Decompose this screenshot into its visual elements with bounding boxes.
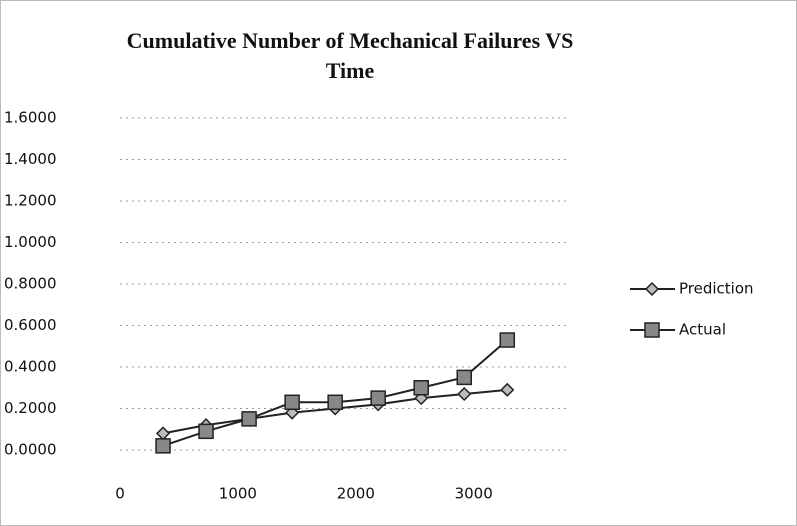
marker [499,332,516,348]
y-tick-label: 0.2000 [4,399,57,417]
y-tick-label: 1.2000 [4,192,57,210]
marker [500,382,515,397]
marker [284,394,300,411]
y-tick-label: 0.6000 [4,316,57,334]
marker [370,390,386,406]
y-tick-label: 0.8000 [4,275,57,293]
x-tick-label: 1000 [219,485,257,503]
legend-marker [644,322,660,338]
legend-label: Prediction [679,280,754,298]
marker [155,426,171,441]
series-line [162,339,508,447]
y-tick-label: 1.4000 [4,150,57,168]
marker [457,386,472,402]
marker [327,394,343,411]
marker [198,423,214,440]
marker [413,380,429,396]
marker [456,369,473,386]
legend-marker [644,281,660,297]
marker [155,438,171,454]
y-tick-label: 1.6000 [4,109,57,127]
legend-label: Actual [679,321,726,339]
chart-title: Cumulative Number of Mechanical Failures… [126,28,574,83]
marker [241,411,257,427]
x-tick-label: 2000 [337,485,375,503]
y-tick-label: 0.0000 [4,441,57,459]
x-tick-label: 3000 [455,485,493,503]
x-tick-label: 0 [115,485,125,503]
y-tick-label: 0.4000 [4,358,57,376]
y-tick-label: 1.0000 [4,233,57,251]
